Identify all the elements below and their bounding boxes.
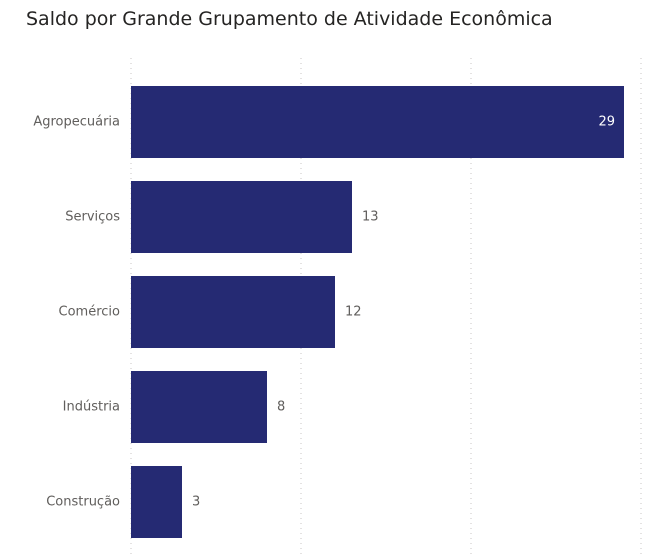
chart-title: Saldo por Grande Grupamento de Atividade… (26, 8, 553, 30)
bar-3[interactable] (131, 371, 267, 443)
category-label: Construção (46, 495, 120, 510)
bars (131, 86, 624, 538)
labels: Agropecuária 29 Serviços 13 Comércio 12 Indúst… (33, 115, 615, 510)
data-label: 3 (192, 495, 200, 510)
category-label: Agropecuária (33, 115, 120, 130)
data-label: 13 (362, 210, 379, 225)
category-label: Comércio (59, 305, 121, 320)
bar-0[interactable] (131, 86, 624, 158)
bar-4[interactable] (131, 466, 182, 538)
bar-2[interactable] (131, 276, 335, 348)
category-label: Serviços (65, 210, 120, 225)
bar-1[interactable] (131, 181, 352, 253)
category-label: Indústria (63, 400, 120, 415)
data-label: 8 (277, 400, 285, 415)
data-label: 29 (598, 115, 615, 130)
data-label: 12 (345, 305, 362, 320)
